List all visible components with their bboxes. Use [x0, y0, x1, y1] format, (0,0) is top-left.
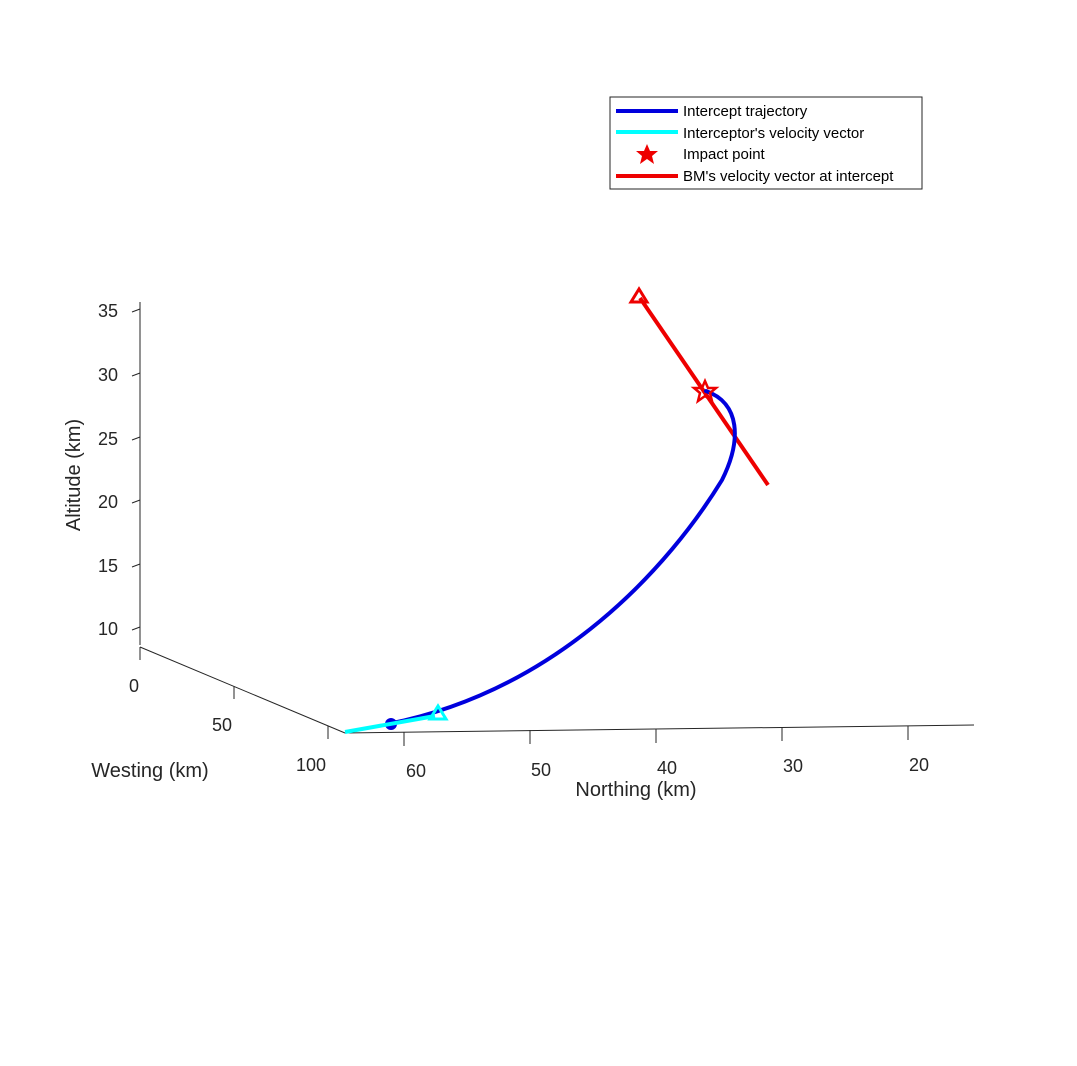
- z-tick: [131, 308, 141, 313]
- legend-label-trajectory: Intercept trajectory: [683, 103, 808, 120]
- axes: [139, 302, 975, 734]
- series-marks: [344, 286, 770, 734]
- north-axis-ticks: 60 50 40 30 20: [403, 726, 929, 781]
- west-tick-label: 100: [296, 755, 326, 775]
- z-tick-label: 20: [98, 492, 118, 512]
- north-tick-label: 50: [531, 760, 551, 780]
- interceptor-velocity-vector: [344, 714, 436, 734]
- z-tick-label: 30: [98, 365, 118, 385]
- z-axis-ticks: 35 30 25 20 15 10: [98, 301, 141, 639]
- impact-point-star: [690, 377, 720, 404]
- bm-velocity-arrowhead: [628, 286, 650, 304]
- north-tick-label: 20: [909, 755, 929, 775]
- intercept-trajectory: [386, 389, 737, 726]
- interceptor-velocity-arrowhead: [427, 703, 449, 721]
- north-axis-label: Northing (km): [575, 779, 696, 801]
- north-axis-line: [344, 724, 975, 734]
- bm-velocity-vector: [638, 296, 770, 487]
- z-tick: [131, 626, 141, 631]
- north-tick-label: 40: [657, 758, 677, 778]
- z-tick-label: 25: [98, 429, 118, 449]
- z-tick: [131, 563, 141, 568]
- z-tick: [131, 499, 141, 504]
- west-axis-ticks: 0 50 100: [129, 647, 329, 775]
- legend-swatch-impact-star: [636, 144, 658, 164]
- legend-label-impact: Impact point: [683, 146, 766, 163]
- legend-label-interceptor: Interceptor's velocity vector: [683, 125, 864, 142]
- north-tick-label: 60: [406, 761, 426, 781]
- west-tick-label: 0: [129, 676, 139, 696]
- z-tick: [131, 436, 141, 441]
- west-axis-line: [139, 646, 346, 734]
- z-axis-label: Altitude (km): [63, 419, 85, 531]
- z-tick: [131, 372, 141, 377]
- legend: Intercept trajectory Interceptor's veloc…: [609, 96, 923, 190]
- z-tick-label: 10: [98, 619, 118, 639]
- west-axis-label: Westing (km): [91, 760, 208, 782]
- west-tick-label: 50: [212, 715, 232, 735]
- z-tick-label: 15: [98, 556, 118, 576]
- z-tick-label: 35: [98, 301, 118, 321]
- north-tick-label: 30: [783, 756, 803, 776]
- legend-label-bm-velocity: BM's velocity vector at intercept: [683, 168, 894, 185]
